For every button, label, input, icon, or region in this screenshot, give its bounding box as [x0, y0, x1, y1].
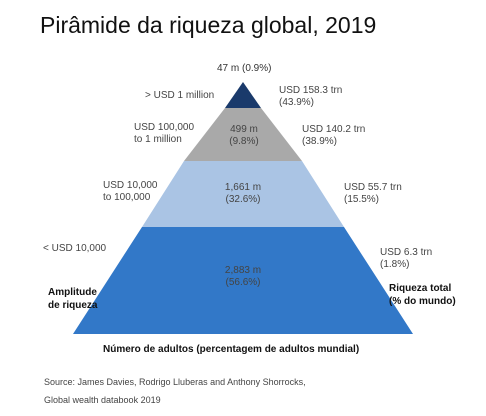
tier-upper-middle [184, 108, 302, 161]
tier-base-adults: 2,883 m [224, 265, 262, 276]
wealth-share-middle: (15.5%) [344, 194, 380, 205]
tier-upper-middle-adults: 499 m [230, 124, 258, 135]
tier-top [225, 82, 261, 108]
bottom-axis-label: Número de adultos (percentagem de adulto… [103, 344, 360, 355]
range-label-upper-middle: USD 100,000 [134, 122, 195, 133]
left-axis-label-1: Amplitude [48, 287, 97, 298]
range-label-middle: USD 10,000 [103, 180, 158, 191]
source-line-2: Global wealth databook 2019 [44, 395, 161, 405]
tier-middle-share: (32.6%) [225, 194, 261, 205]
right-axis-label-2: (% do mundo) [389, 296, 456, 307]
left-axis-label-2: de riqueza [48, 300, 98, 311]
tier-base [73, 227, 413, 334]
tier-base-share: (56.6%) [225, 277, 261, 288]
right-axis-label-1: Riqueza total [389, 283, 452, 294]
wealth-label-base: USD 6.3 trn [380, 247, 433, 258]
tier-middle-adults: 1,661 m [224, 182, 262, 193]
wealth-share-top: (43.9%) [279, 97, 315, 108]
range-label-middle-2: to 100,000 [103, 192, 151, 203]
wealth-label-top: USD 158.3 trn [279, 85, 343, 96]
chart-title: Pirâmide da riqueza global, 2019 [40, 12, 377, 38]
wealth-share-upper-middle: (38.9%) [302, 136, 338, 147]
wealth-share-base: (1.8%) [380, 259, 410, 270]
tier-top-adults: 47 m (0.9%) [217, 63, 272, 74]
range-label-base: < USD 10,000 [43, 243, 107, 254]
wealth-label-middle: USD 55.7 trn [344, 182, 402, 193]
tier-upper-middle-share: (9.8%) [229, 136, 259, 147]
tier-middle [142, 161, 344, 227]
wealth-label-upper-middle: USD 140.2 trn [302, 124, 366, 135]
range-label-upper-middle-2: to 1 million [134, 134, 182, 145]
source-line-1: Source: James Davies, Rodrigo Lluberas a… [44, 377, 306, 387]
range-label-top: > USD 1 million [145, 90, 215, 101]
